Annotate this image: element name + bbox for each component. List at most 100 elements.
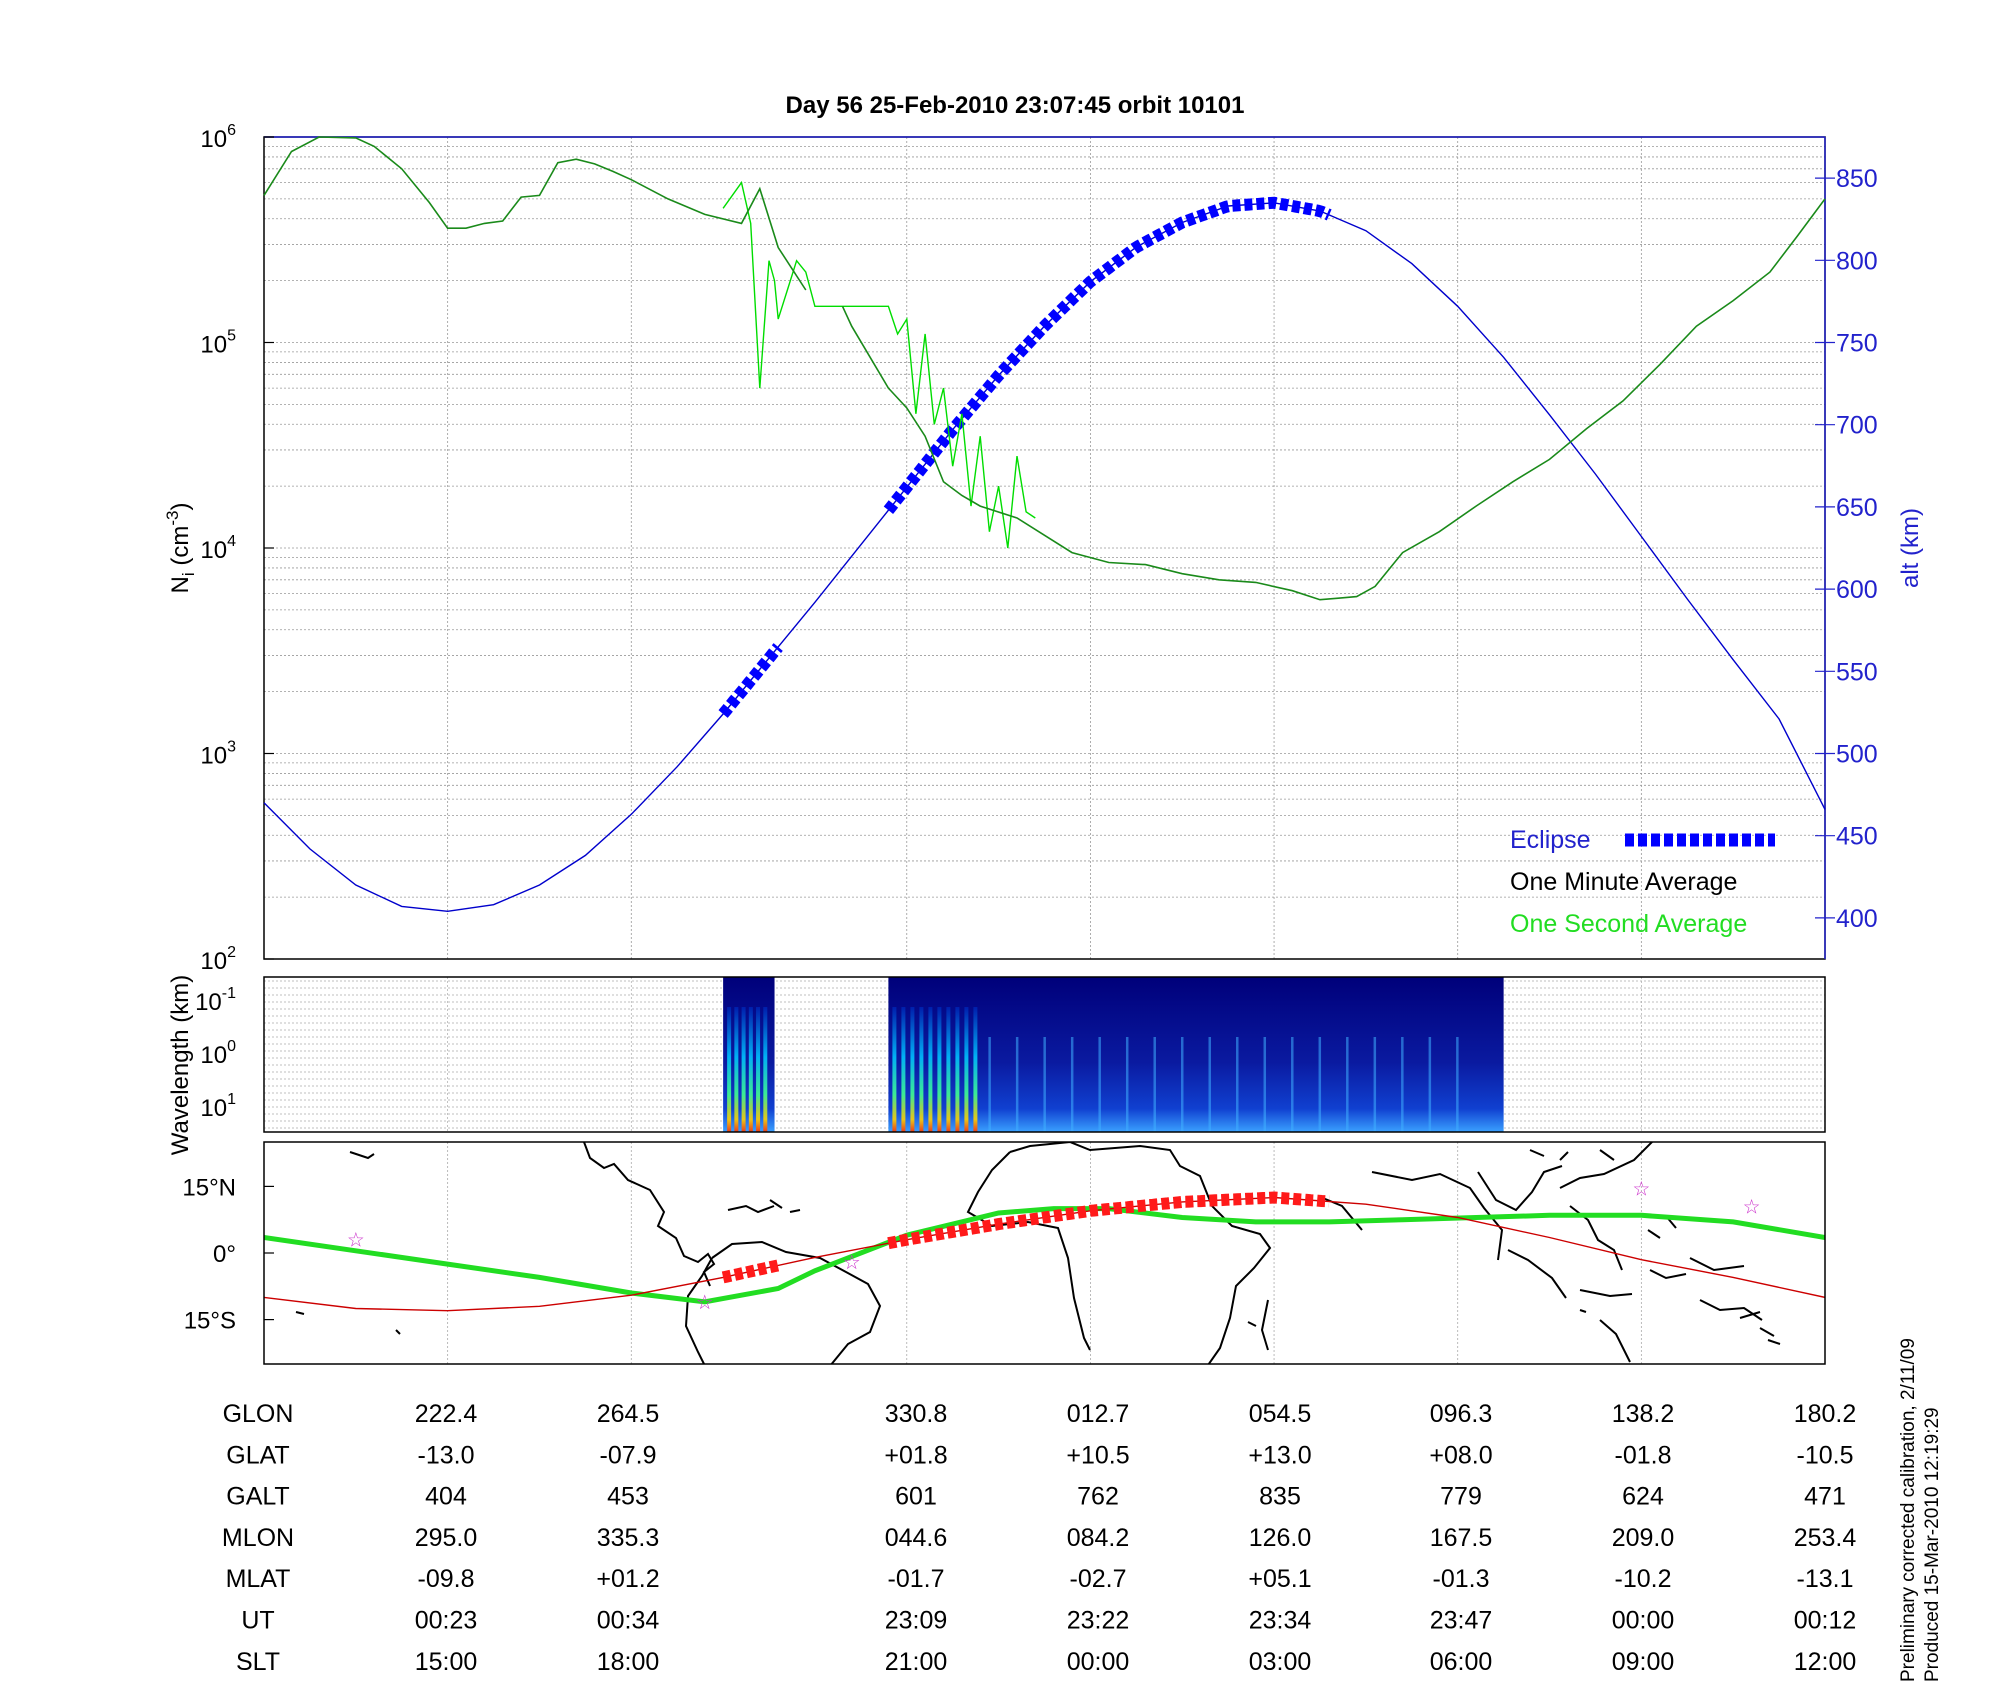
table-cell: 601 <box>895 1483 937 1511</box>
table-row-label: GALT <box>226 1483 289 1511</box>
track-eclipse-segment <box>887 1191 1330 1250</box>
right-tick-label: 450 <box>1836 823 1878 851</box>
table-cell: 21:00 <box>885 1648 948 1676</box>
spectrogram-tick-exp: -1 <box>222 985 236 1002</box>
spectrogram-streak <box>748 1007 753 1132</box>
star-marker: ☆ <box>696 1292 714 1314</box>
table-cell: 084.2 <box>1067 1524 1130 1552</box>
table-row-label: GLON <box>223 1400 294 1428</box>
spectrogram-faint-streak <box>1208 1037 1211 1132</box>
left-tick-base: 10 <box>200 743 227 770</box>
star-marker: ☆ <box>1632 1179 1650 1201</box>
table-cell: +13.0 <box>1248 1441 1311 1469</box>
left-tick-base: 10 <box>200 948 227 975</box>
map-panel: ☆ ☆ ☆ ☆ ☆ 15°N 0° 15°S <box>182 1141 1826 1365</box>
chart-title: Day 56 25-Feb-2010 23:07:45 orbit 10101 <box>786 92 1245 119</box>
table-cell: 779 <box>1440 1483 1482 1511</box>
left-tick-base: 10 <box>200 537 227 564</box>
star-marker: ☆ <box>843 1252 861 1274</box>
table-cell: -01.7 <box>888 1565 945 1593</box>
right-axis-ticks: 400 450 500 550 600 650 700 750 800 850 <box>1815 165 1878 933</box>
map-tick-label: 15°N <box>182 1174 236 1201</box>
spectrogram-faint-streak <box>1070 1037 1074 1132</box>
table-cell: 138.2 <box>1612 1400 1675 1428</box>
spectrogram-tick-base: 10 <box>200 1042 227 1069</box>
table-cell: 00:34 <box>597 1607 660 1635</box>
spectrogram-streak <box>892 1007 897 1132</box>
left-tick-label: 105 <box>200 328 236 359</box>
table-cell: 18:00 <box>597 1648 660 1676</box>
spectrogram-frame <box>263 976 1826 1133</box>
legend: Eclipse One Minute Average One Second Av… <box>1510 826 1775 938</box>
star-marker: ☆ <box>347 1230 365 1252</box>
spectrogram-streak <box>937 1007 942 1132</box>
eclipse-segment <box>883 196 1332 514</box>
right-axis-label: alt (km) <box>1897 508 1924 588</box>
table-cell: 054.5 <box>1249 1400 1312 1428</box>
table-cell: 209.0 <box>1612 1524 1675 1552</box>
table-row-label: GLAT <box>226 1441 289 1469</box>
left-axis-label-close: ) <box>167 503 194 511</box>
table-row-label: MLON <box>222 1524 294 1552</box>
left-tick-exp: 4 <box>227 533 236 550</box>
spectrogram-tick-exp: 0 <box>227 1038 236 1055</box>
table-row-label: UT <box>241 1607 274 1635</box>
right-tick-label: 700 <box>1836 412 1878 440</box>
footnote-line1: Preliminary corrected calibration, 2/11/… <box>1898 1338 1919 1682</box>
table-cell: 253.4 <box>1794 1524 1857 1552</box>
spectrogram-faint-streak <box>1263 1037 1267 1132</box>
left-tick-exp: 6 <box>227 122 236 139</box>
track-eclipse-segment <box>721 1259 780 1284</box>
right-tick-label: 600 <box>1836 576 1878 604</box>
spectrogram-faint-streak <box>1236 1037 1239 1132</box>
table-cell: 00:12 <box>1794 1607 1857 1635</box>
spectrogram-faint-streak <box>1125 1037 1129 1132</box>
minute-average-line <box>841 198 1826 601</box>
spectrogram-faint-streak <box>1180 1037 1184 1132</box>
table-cell: 23:34 <box>1249 1607 1312 1635</box>
table-cell: -10.5 <box>1797 1441 1854 1469</box>
right-tick-label: 850 <box>1836 165 1878 193</box>
spectrogram-faint-streak <box>1401 1037 1404 1132</box>
star-marker: ☆ <box>1743 1196 1761 1218</box>
left-axis-label-unit: (cm <box>167 526 194 573</box>
spectrogram-streak <box>946 1007 951 1132</box>
table-cell: 23:22 <box>1067 1607 1130 1635</box>
table-cell: 03:00 <box>1249 1648 1312 1676</box>
table-cell: 222.4 <box>415 1400 478 1428</box>
map-ticks: 15°N 0° 15°S <box>182 1174 274 1335</box>
left-axis-label: Ni (cm-3) <box>163 503 198 594</box>
spectrogram-streak <box>910 1007 915 1132</box>
spectrogram-tick-label: 101 <box>200 1091 236 1122</box>
left-tick-label: 103 <box>200 739 236 770</box>
left-tick-label: 106 <box>200 122 236 153</box>
map-tick-label: 0° <box>213 1241 236 1268</box>
table-cell: -01.3 <box>1433 1565 1490 1593</box>
minute-average-line <box>263 136 807 291</box>
table-cell: 835 <box>1259 1483 1301 1511</box>
table-cell: 180.2 <box>1794 1400 1857 1428</box>
spectrogram-tick-base: 10 <box>195 989 222 1016</box>
left-tick-exp: 5 <box>227 328 236 345</box>
spectrogram-faint-streak <box>1015 1037 1019 1132</box>
table-cell: -07.9 <box>600 1441 657 1469</box>
table-cell: 404 <box>425 1483 467 1511</box>
second-average-line <box>722 180 1036 549</box>
spectrogram-streak <box>741 1007 746 1132</box>
table-cell: 09:00 <box>1612 1648 1675 1676</box>
table-cell: -09.8 <box>418 1565 475 1593</box>
table-cell: +05.1 <box>1248 1565 1311 1593</box>
left-axis-label-sup: -3 <box>163 511 182 526</box>
right-tick-label: 650 <box>1836 494 1878 522</box>
left-tick-label: 102 <box>200 944 236 975</box>
legend-eclipse-label: Eclipse <box>1510 826 1591 854</box>
spectrogram-streak <box>763 1007 768 1132</box>
table-cell: +01.8 <box>884 1441 947 1469</box>
spectrogram-tick-label: 100 <box>200 1038 236 1069</box>
spectrogram-faint-streak <box>1291 1037 1294 1132</box>
table-cell: 126.0 <box>1249 1524 1312 1552</box>
table-cell: 15:00 <box>415 1648 478 1676</box>
